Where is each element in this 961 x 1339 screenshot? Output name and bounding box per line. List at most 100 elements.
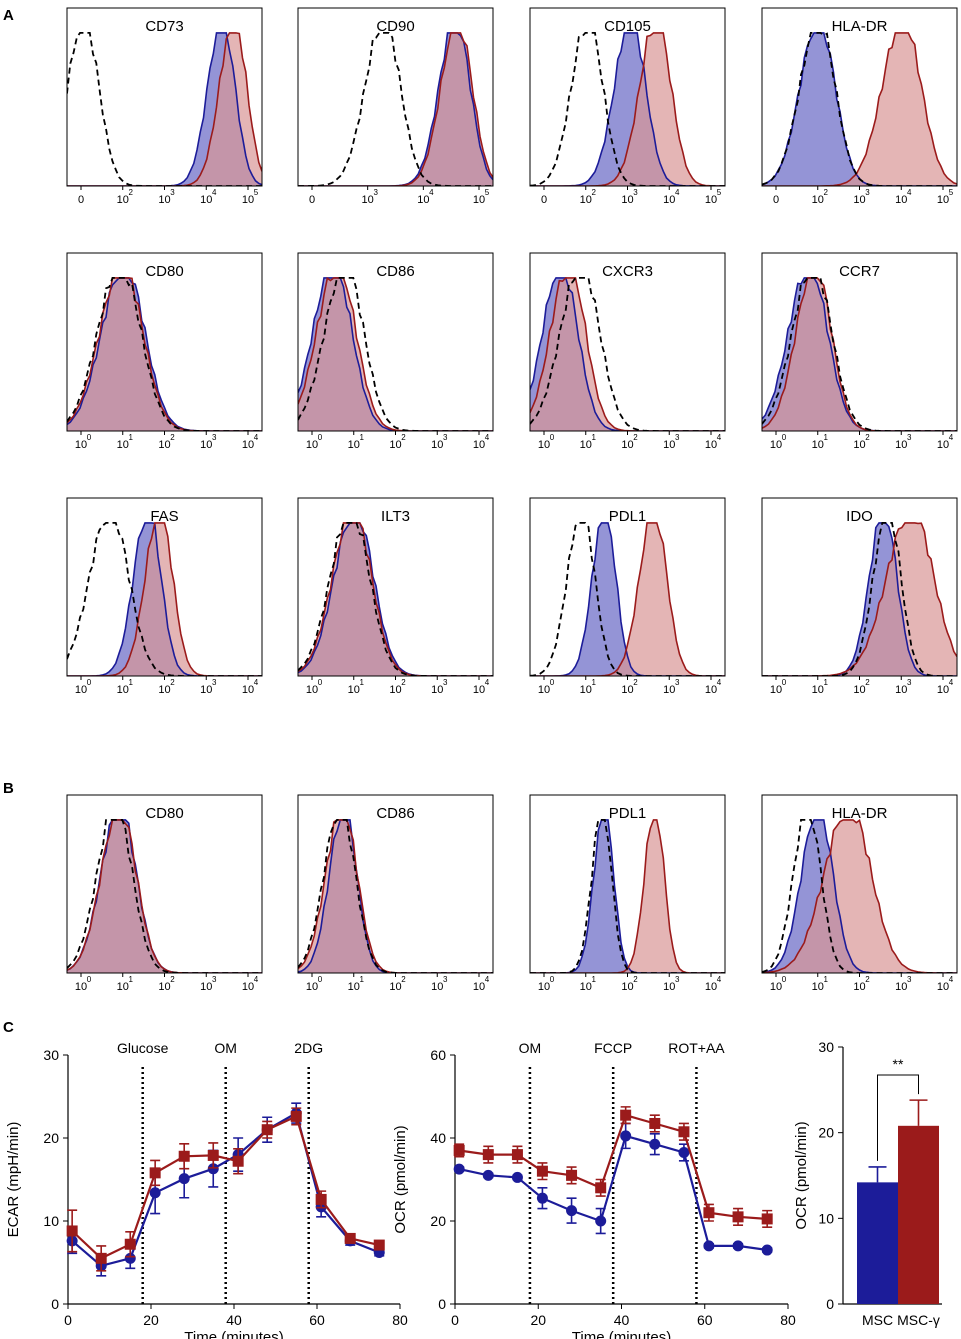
histogram-tick: 102 (389, 973, 406, 993)
tick-exponent: 5 (949, 188, 954, 197)
tick-exponent: 1 (129, 975, 134, 984)
histogram-tick: 101 (348, 676, 365, 696)
injection-marker: OM (214, 1040, 237, 1304)
bar-rect (857, 1182, 898, 1304)
tick-exponent: 0 (550, 975, 555, 984)
histogram-tick: 104 (417, 186, 434, 206)
isotype-control-line (298, 277, 493, 431)
x-tick: 80 (392, 1304, 408, 1328)
tick-base: 10 (812, 981, 824, 993)
data-point (149, 1187, 161, 1199)
tick-base: 10 (117, 981, 129, 993)
tick-base: 10 (812, 194, 824, 206)
tick-exponent: 3 (170, 188, 175, 197)
histogram-tick: 104 (705, 973, 722, 993)
y-tick-label: 40 (430, 1130, 446, 1146)
x-tick: 20 (530, 1304, 546, 1328)
tick-exponent: 2 (865, 433, 870, 442)
histogram-title: HLA-DR (832, 805, 888, 822)
tick-exponent: 0 (550, 678, 555, 687)
tick-exponent: 4 (675, 188, 680, 197)
histogram-tick: 104 (473, 973, 490, 993)
tick-base: 10 (348, 981, 360, 993)
tick-exponent: 4 (485, 975, 490, 984)
panel-label-b: B (3, 780, 14, 797)
histogram-tick: 103 (895, 973, 912, 993)
data-point (290, 1110, 302, 1122)
y-tick: 0 (826, 1296, 843, 1312)
msc-histogram-fill (762, 522, 957, 676)
isotype-control-line (530, 819, 725, 973)
tick-exponent: 2 (401, 433, 406, 442)
tick-exponent: 0 (87, 678, 92, 687)
tick-base: 10 (853, 194, 865, 206)
x-tick-label: 0 (451, 1312, 459, 1328)
histogram-tick: 0 (309, 186, 315, 206)
msc-gamma-histogram-fill (762, 32, 957, 186)
tick-exponent: 0 (318, 433, 323, 442)
msc-gamma-histogram-fill (298, 277, 493, 431)
histogram-tick: 103 (895, 431, 912, 451)
msc-gamma-histogram-fill (67, 32, 262, 186)
x-tick: 60 (697, 1304, 713, 1328)
histogram-tick: 103 (621, 186, 638, 206)
tick-exponent: 2 (401, 975, 406, 984)
tick-exponent: 3 (443, 433, 448, 442)
tick-base: 10 (242, 439, 254, 451)
data-point (207, 1163, 219, 1175)
tick-exponent: 1 (360, 678, 365, 687)
tick-exponent: 1 (129, 433, 134, 442)
histogram-tick: 102 (117, 186, 134, 206)
data-point (649, 1117, 661, 1129)
y-tick-label: 60 (430, 1047, 446, 1063)
tick-base: 10 (158, 439, 170, 451)
msc-histogram-line (762, 522, 957, 676)
msc-gamma-histogram-fill (530, 819, 725, 973)
tick-exponent: 3 (907, 975, 912, 984)
tick-exponent: 1 (592, 975, 597, 984)
histogram-title: ILT3 (381, 508, 410, 525)
histogram-tick: 102 (853, 431, 870, 451)
tick-base: 10 (306, 684, 318, 696)
tick-base: 10 (431, 439, 443, 451)
tick-base: 10 (75, 684, 87, 696)
histogram-tick: 101 (580, 973, 597, 993)
y-tick-label: 10 (818, 1210, 834, 1226)
histogram-title: HLA-DR (832, 18, 888, 35)
histogram-tick: 103 (362, 186, 378, 206)
tick-exponent: 4 (949, 975, 954, 984)
significance-bracket: ** (877, 1056, 919, 1161)
histogram-title: IDO (846, 508, 873, 525)
msc-histogram-line (67, 32, 262, 186)
histogram-title: CD86 (376, 263, 414, 280)
tick-base: 10 (389, 981, 401, 993)
bar-category-label: MSC (862, 1312, 893, 1328)
tick-base: 10 (538, 439, 550, 451)
histogram-tick: 104 (242, 973, 259, 993)
msc-gamma-histogram-line (530, 819, 725, 973)
histogram-tick: 102 (389, 676, 406, 696)
histogram-tick: 101 (812, 973, 829, 993)
msc-gamma-histogram-fill (298, 522, 493, 676)
tick-exponent: 4 (254, 975, 259, 984)
tick-exponent: 3 (212, 678, 217, 687)
tick-exponent: 3 (675, 433, 680, 442)
data-point (761, 1244, 773, 1256)
y-tick-label: 0 (826, 1296, 834, 1312)
msc-gamma-histogram-line (530, 32, 725, 186)
tick-base: 10 (853, 439, 865, 451)
tick-base: 10 (580, 981, 592, 993)
histogram-title: CD86 (376, 805, 414, 822)
tick-base: 10 (937, 684, 949, 696)
histogram-tick: 102 (812, 186, 829, 206)
tick-base: 10 (621, 981, 633, 993)
histogram-tick: 101 (580, 431, 597, 451)
histogram-tick: 104 (200, 186, 217, 206)
histogram-tick: 101 (117, 676, 134, 696)
data-point (678, 1126, 690, 1138)
tick-exponent: 4 (485, 678, 490, 687)
tick-base: 10 (473, 439, 485, 451)
tick-exponent: 4 (949, 678, 954, 687)
histogram-title: CCR7 (839, 263, 880, 280)
